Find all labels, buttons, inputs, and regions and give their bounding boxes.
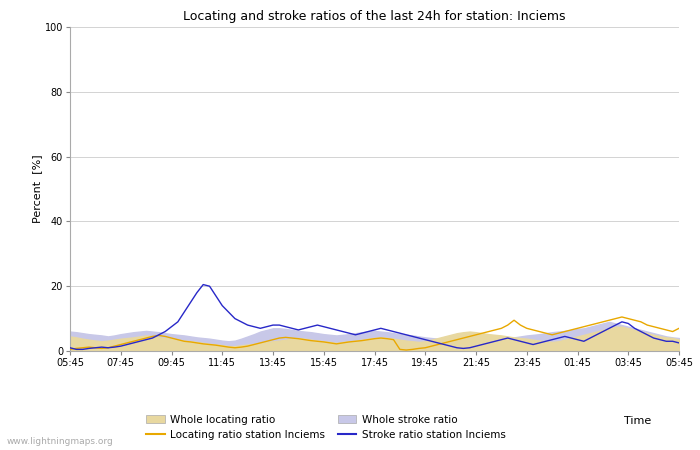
Title: Locating and stroke ratios of the last 24h for station: Inciems: Locating and stroke ratios of the last 2…: [183, 10, 566, 23]
Text: www.lightningmaps.org: www.lightningmaps.org: [7, 436, 113, 446]
Legend: Whole locating ratio, Locating ratio station Inciems, Whole stroke ratio, Stroke: Whole locating ratio, Locating ratio sta…: [146, 414, 505, 440]
Text: Time: Time: [624, 416, 651, 426]
Y-axis label: Percent  [%]: Percent [%]: [32, 155, 42, 223]
